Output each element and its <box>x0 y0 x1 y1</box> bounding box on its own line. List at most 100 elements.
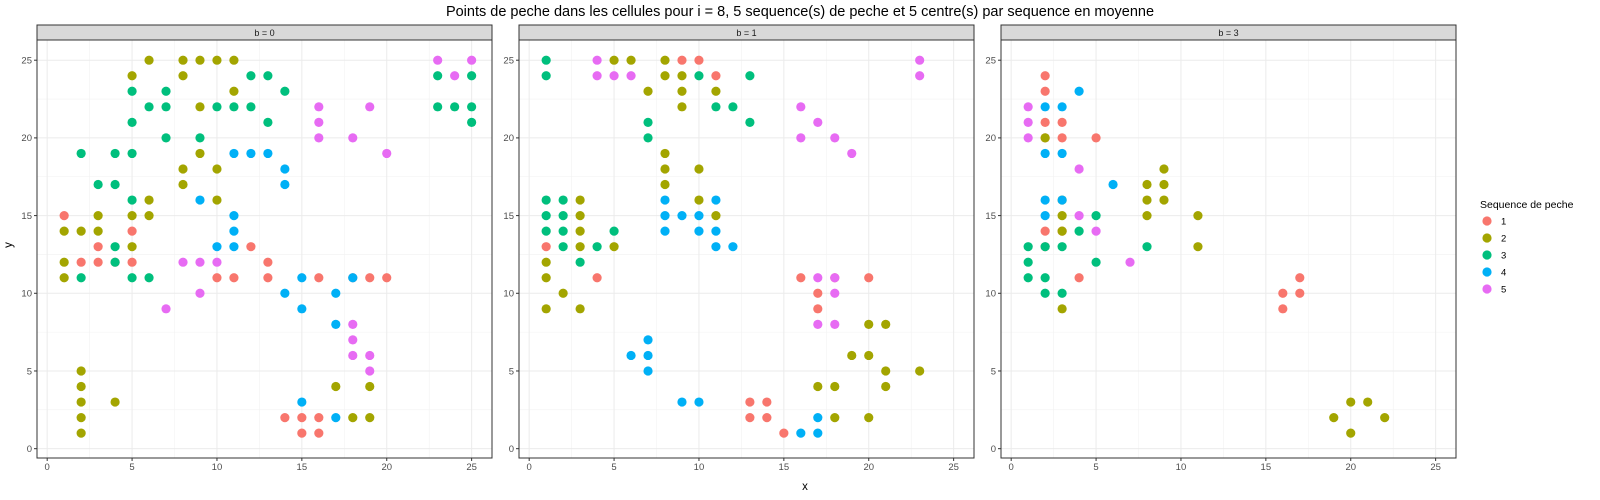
facet-panel: b = 1 0 5 10 15 20 25 0 5 10 15 20 25 <box>503 24 975 473</box>
data-point <box>609 55 619 65</box>
data-point <box>161 102 171 112</box>
data-point <box>592 55 602 65</box>
data-point <box>212 55 222 65</box>
data-point <box>660 148 670 159</box>
data-point <box>365 412 375 423</box>
y-tick-label: 10 <box>21 289 32 300</box>
data-point <box>694 210 704 221</box>
data-point <box>382 148 392 159</box>
plot-background <box>519 40 974 458</box>
data-point <box>558 226 568 236</box>
y-tick-label: 5 <box>509 366 514 377</box>
data-point <box>127 195 137 205</box>
data-point <box>541 257 551 267</box>
data-point <box>694 226 704 236</box>
data-point <box>365 381 375 392</box>
data-point <box>762 397 772 407</box>
panel-border <box>36 39 493 459</box>
y-tick-label: 15 <box>503 211 514 222</box>
data-point <box>813 273 823 283</box>
y-tick-label: 0 <box>509 444 514 455</box>
series-5 <box>1023 102 1135 267</box>
data-point <box>212 102 222 112</box>
data-point <box>127 210 137 221</box>
data-point <box>694 397 704 407</box>
legend-label: 4 <box>1501 268 1506 279</box>
data-point <box>212 195 222 205</box>
data-point <box>1040 133 1050 143</box>
data-point <box>314 117 324 127</box>
x-tick-label: 20 <box>1345 462 1356 473</box>
data-point <box>1295 273 1305 283</box>
data-point <box>1074 226 1084 236</box>
legend-key <box>1482 267 1492 277</box>
series-2 <box>59 55 375 438</box>
data-point <box>864 412 874 423</box>
data-point <box>1295 288 1305 298</box>
data-point <box>1023 273 1033 283</box>
data-point <box>1142 210 1152 221</box>
x-tick-label: 0 <box>45 462 50 473</box>
data-point <box>711 210 721 221</box>
data-point <box>575 257 585 267</box>
x-tick-label: 5 <box>129 462 134 473</box>
data-point <box>609 242 619 252</box>
legend-key <box>1482 233 1492 243</box>
x-tick-label: 15 <box>297 462 308 473</box>
data-point <box>178 55 188 65</box>
data-point <box>280 86 290 96</box>
series-5 <box>161 55 477 376</box>
panel-border <box>518 39 975 459</box>
data-point <box>541 304 551 314</box>
data-point <box>178 71 188 81</box>
data-point <box>813 304 823 314</box>
x-tick-label: 15 <box>779 462 790 473</box>
data-point <box>1125 257 1135 267</box>
data-point <box>348 133 358 143</box>
legend-item: 3 <box>1482 250 1506 262</box>
data-point <box>694 195 704 205</box>
data-point <box>110 179 120 190</box>
data-point <box>331 412 341 423</box>
y-tick-label: 15 <box>21 211 32 222</box>
data-point <box>212 273 222 283</box>
data-point <box>541 195 551 205</box>
data-point <box>1346 428 1356 438</box>
data-point <box>161 86 171 96</box>
data-point <box>331 288 341 298</box>
data-point <box>1023 102 1033 112</box>
data-point <box>830 319 840 329</box>
data-point <box>830 273 840 283</box>
data-point <box>541 210 551 221</box>
data-point <box>643 350 653 361</box>
data-point <box>76 366 86 376</box>
data-point <box>467 117 477 127</box>
data-point <box>558 195 568 205</box>
data-point <box>297 273 307 283</box>
y-tick-label: 0 <box>991 444 996 455</box>
data-point <box>1057 242 1067 252</box>
data-point <box>813 412 823 423</box>
data-point <box>1108 179 1118 190</box>
data-point <box>881 319 891 329</box>
y-tick-label: 20 <box>21 133 32 144</box>
legend-key <box>1482 250 1492 260</box>
legend: Sequence de peche 1 2 3 4 5 <box>1480 199 1574 296</box>
data-point <box>348 335 358 345</box>
data-point <box>830 381 840 392</box>
data-point <box>745 117 755 127</box>
data-point <box>246 242 256 252</box>
data-point <box>1278 304 1288 314</box>
data-point <box>626 71 636 81</box>
data-point <box>314 133 324 143</box>
data-point <box>1278 288 1288 298</box>
x-tick-label: 25 <box>466 462 477 473</box>
data-point <box>93 242 103 252</box>
y-tick-label: 0 <box>27 444 32 455</box>
data-point <box>467 55 477 65</box>
data-point <box>93 257 103 267</box>
data-point <box>127 257 137 267</box>
data-point <box>229 226 239 236</box>
x-tick-label: 20 <box>381 462 392 473</box>
data-point <box>847 148 857 159</box>
